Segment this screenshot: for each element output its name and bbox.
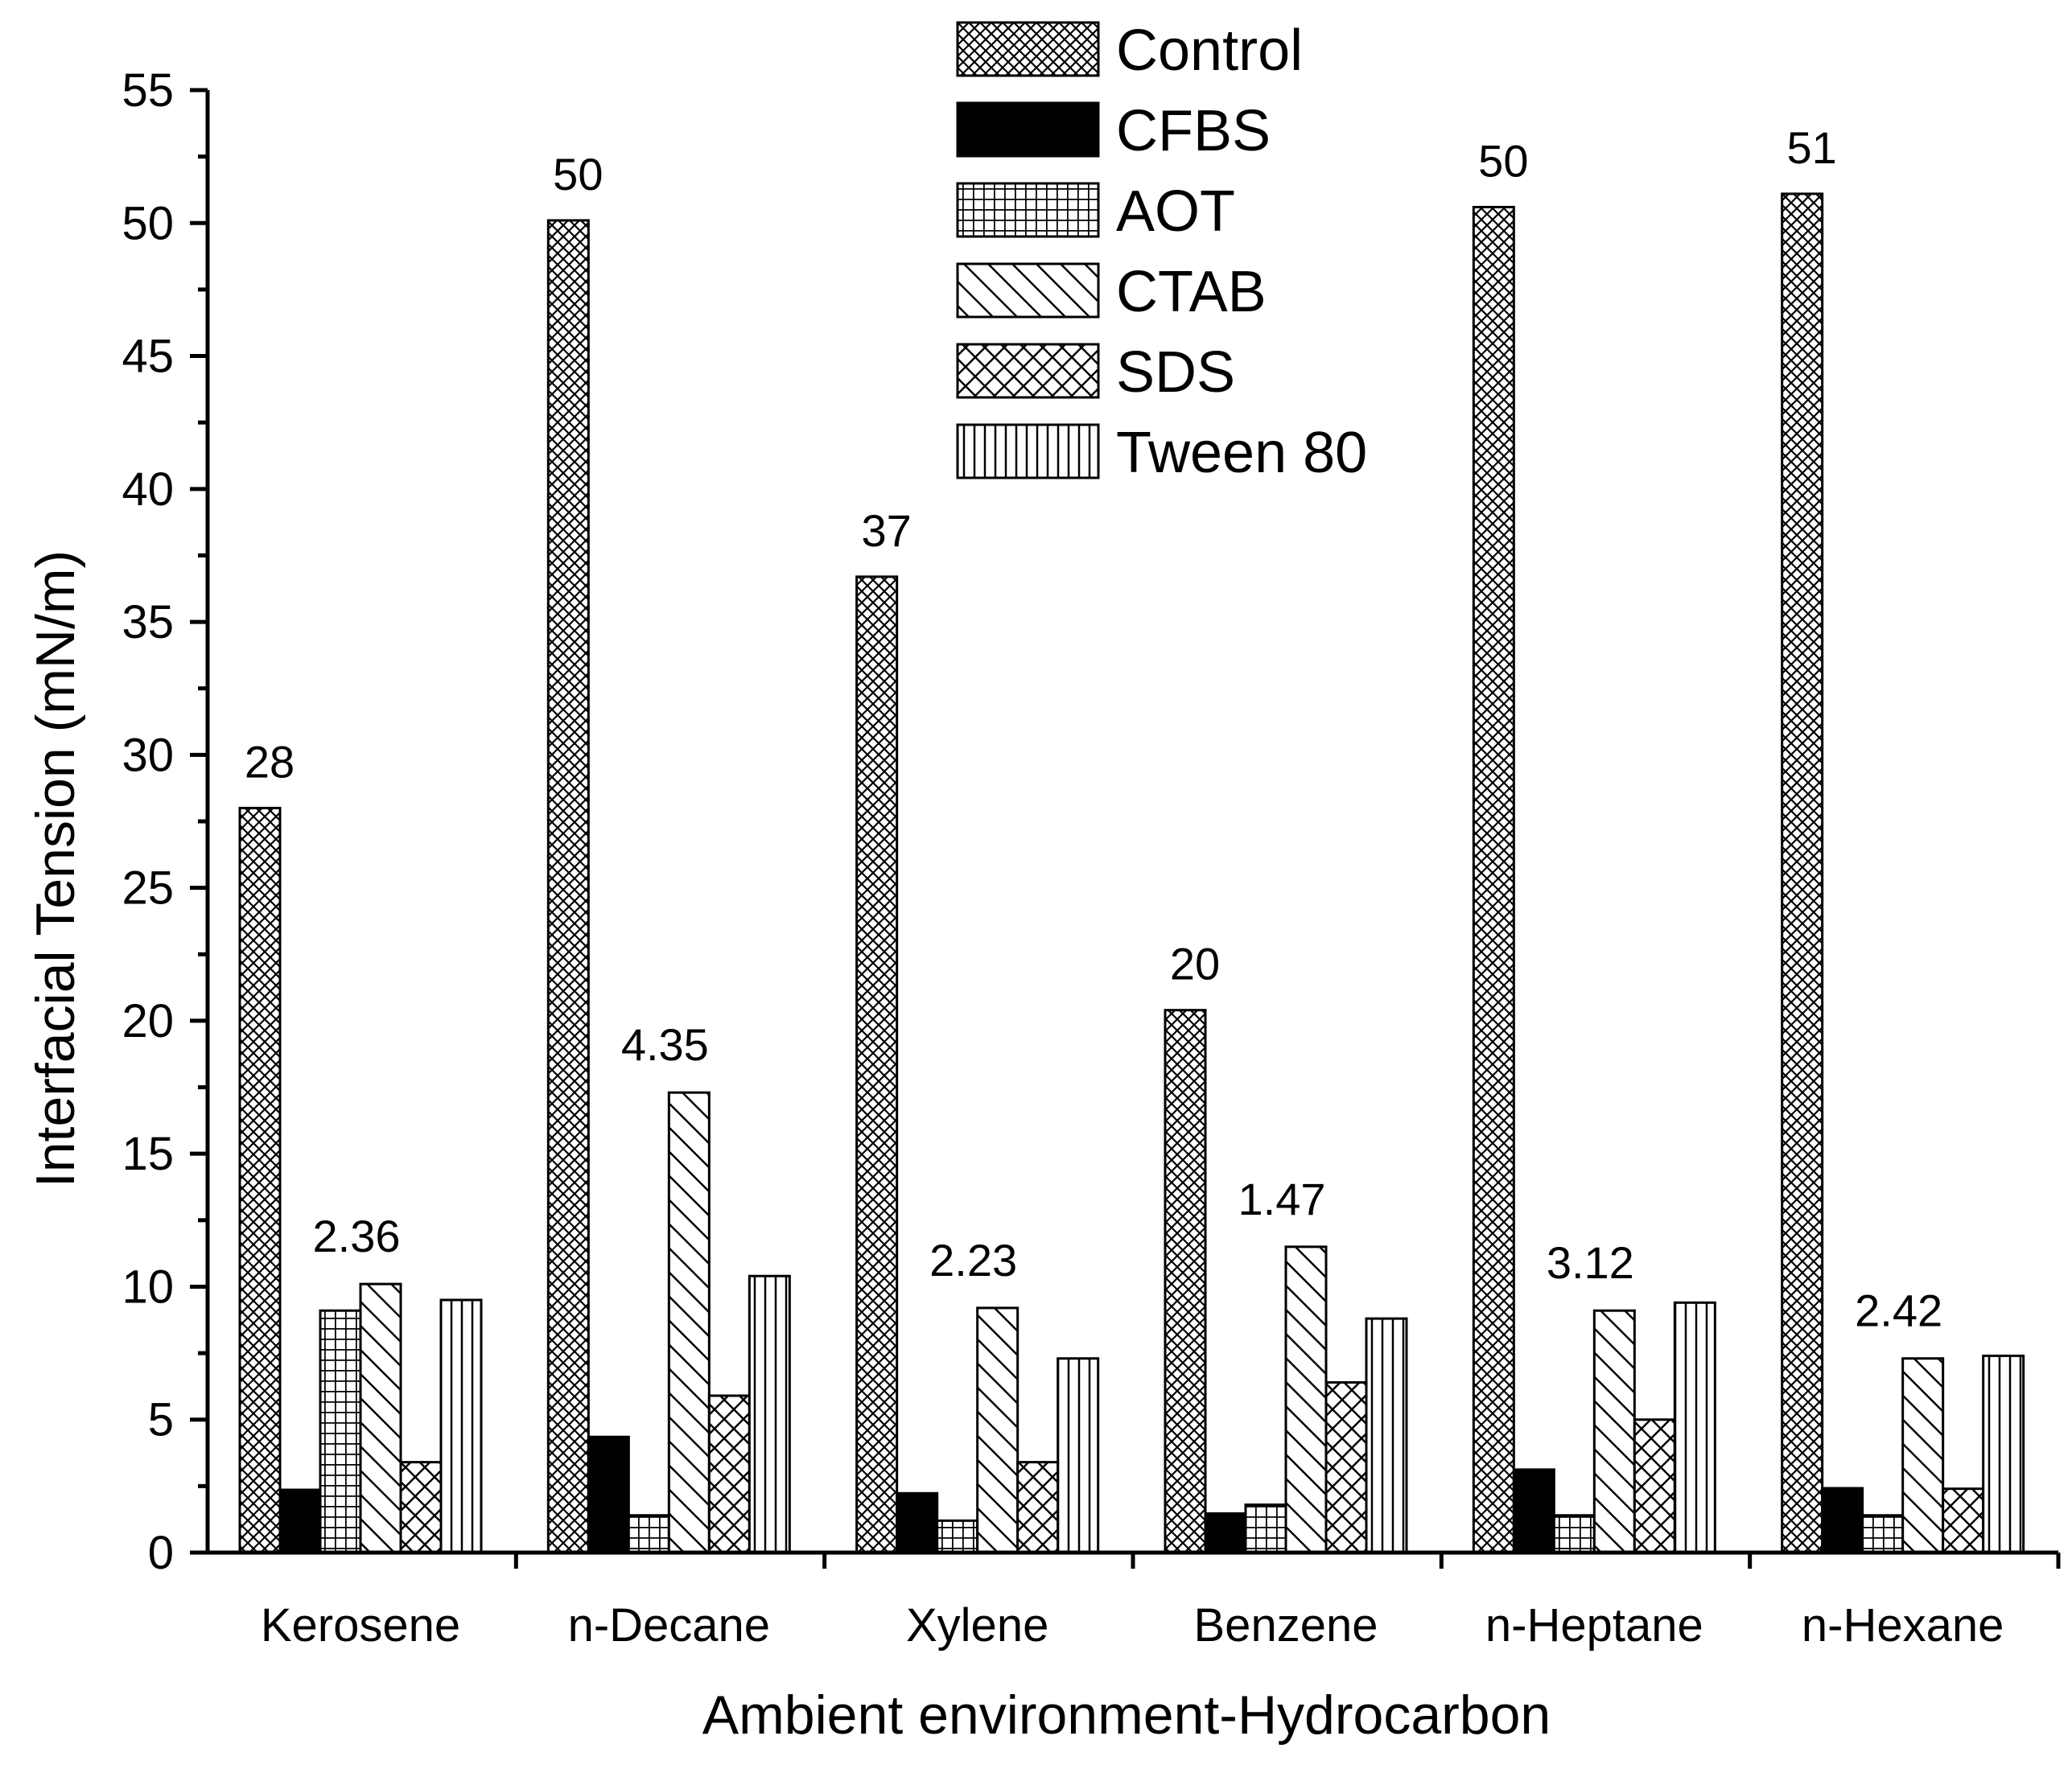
- bar-aot-kerosene: [319, 1309, 362, 1554]
- x-category-label: n-Heptane: [1485, 1599, 1703, 1652]
- bar-tween-80-n-decane: [748, 1274, 791, 1554]
- bar-cfbs-n-hexane: [1821, 1487, 1864, 1554]
- bar-ctab-n-hexane: [1901, 1357, 1945, 1554]
- legend: Control CFBS AOT CTAB SDS Tween 80: [956, 19, 1367, 485]
- bar-sds-n-decane: [707, 1394, 751, 1554]
- bar-ctab-benzene: [1284, 1245, 1328, 1554]
- y-tick-label: 50: [122, 197, 174, 249]
- data-label-cfbs: 2.36: [313, 1211, 401, 1261]
- bar-control-benzene: [1164, 1009, 1207, 1554]
- data-label-cfbs: 3.12: [1547, 1237, 1634, 1288]
- y-tick-label: 30: [122, 729, 174, 781]
- y-axis-title: Interfacial Tension (mN/m): [25, 550, 86, 1187]
- bar-cfbs-xylene: [896, 1491, 939, 1554]
- bar-cfbs-kerosene: [278, 1488, 322, 1554]
- legend-swatch: [956, 262, 1100, 319]
- legend-label: Tween 80: [1116, 421, 1367, 485]
- x-category-label: Xylene: [906, 1599, 1048, 1652]
- bar-ctab-n-decane: [667, 1091, 711, 1554]
- data-label-control: 20: [1170, 939, 1220, 989]
- legend-swatch: [956, 21, 1100, 77]
- y-tick-label: 20: [122, 995, 174, 1047]
- y-tick-label: 55: [122, 64, 174, 117]
- x-axis-title: Ambient environment-Hydrocarbon: [702, 1685, 1551, 1746]
- legend-swatch: [956, 343, 1100, 399]
- y-tick-label: 0: [148, 1527, 174, 1579]
- bar-aot-n-hexane: [1861, 1514, 1905, 1554]
- bar-control-kerosene: [238, 806, 282, 1554]
- bar-aot-benzene: [1244, 1504, 1287, 1554]
- legend-swatch: [956, 101, 1100, 158]
- y-tick-label: 45: [122, 331, 174, 383]
- x-category-label: Kerosene: [261, 1599, 460, 1652]
- bars: [238, 192, 2025, 1554]
- legend-label: CTAB: [1116, 260, 1267, 324]
- legend-swatch: [956, 423, 1100, 479]
- y-tick-label: 35: [122, 596, 174, 648]
- y-tick-label: 40: [122, 463, 174, 516]
- bar-ctab-kerosene: [359, 1282, 402, 1554]
- bar-control-n-decane: [546, 219, 590, 1554]
- legend-label: CFBS: [1116, 99, 1271, 163]
- bar-sds-benzene: [1324, 1380, 1368, 1554]
- bar-aot-xylene: [936, 1519, 979, 1554]
- data-label-cfbs: 4.35: [621, 1019, 709, 1070]
- legend-label: Control: [1116, 19, 1303, 83]
- data-label-cfbs: 1.47: [1238, 1174, 1326, 1224]
- bar-control-xylene: [855, 575, 899, 1554]
- bar-sds-xylene: [1016, 1461, 1060, 1554]
- x-category-label: Benzene: [1194, 1599, 1378, 1652]
- bar-tween-80-n-hexane: [1982, 1354, 2025, 1554]
- bar-ctab-n-heptane: [1592, 1309, 1636, 1554]
- data-label-control: 51: [1787, 122, 1837, 173]
- bar-tween-80-xylene: [1057, 1357, 1100, 1554]
- bar-tween-80-n-heptane: [1673, 1301, 1716, 1554]
- bar-ctab-xylene: [976, 1306, 1020, 1554]
- data-label-control: 50: [1478, 135, 1528, 186]
- y-tick-label: 25: [122, 862, 174, 915]
- bar-cfbs-n-decane: [587, 1435, 630, 1554]
- x-category-label: n-Hexane: [1802, 1599, 2004, 1652]
- bar-sds-n-hexane: [1942, 1487, 1985, 1554]
- bar-cfbs-benzene: [1204, 1512, 1247, 1554]
- bar-cfbs-n-heptane: [1512, 1468, 1555, 1554]
- bar-sds-n-heptane: [1633, 1418, 1676, 1554]
- bar-tween-80-benzene: [1365, 1317, 1408, 1554]
- data-label-cfbs: 2.42: [1855, 1286, 1942, 1336]
- x-category-label: n-Decane: [568, 1599, 770, 1652]
- legend-swatch: [956, 182, 1100, 238]
- bar-tween-80-kerosene: [439, 1298, 483, 1554]
- legend-label: AOT: [1116, 179, 1235, 244]
- data-labels: 28 2.36 50 4.35 37 2.23 20 1.47 50 3.12 51 2.42: [245, 122, 1942, 1336]
- data-label-cfbs: 2.23: [929, 1235, 1017, 1286]
- bar-aot-n-decane: [627, 1514, 670, 1554]
- data-label-control: 50: [553, 149, 603, 200]
- legend-label: SDS: [1116, 340, 1235, 405]
- data-label-control: 28: [245, 736, 295, 787]
- bar-sds-kerosene: [399, 1461, 443, 1554]
- bar-aot-n-heptane: [1552, 1514, 1596, 1554]
- y-tick-label: 5: [148, 1394, 174, 1446]
- y-tick-label: 10: [122, 1261, 174, 1313]
- bar-control-n-heptane: [1472, 205, 1515, 1554]
- bar-control-n-hexane: [1781, 192, 1824, 1554]
- axes: 0 5 10 15 20 25 30 35 40 45 50 55 Kerosene n-Decane Xy…: [122, 64, 2061, 1652]
- y-tick-label: 15: [122, 1128, 174, 1180]
- data-label-control: 37: [862, 505, 912, 556]
